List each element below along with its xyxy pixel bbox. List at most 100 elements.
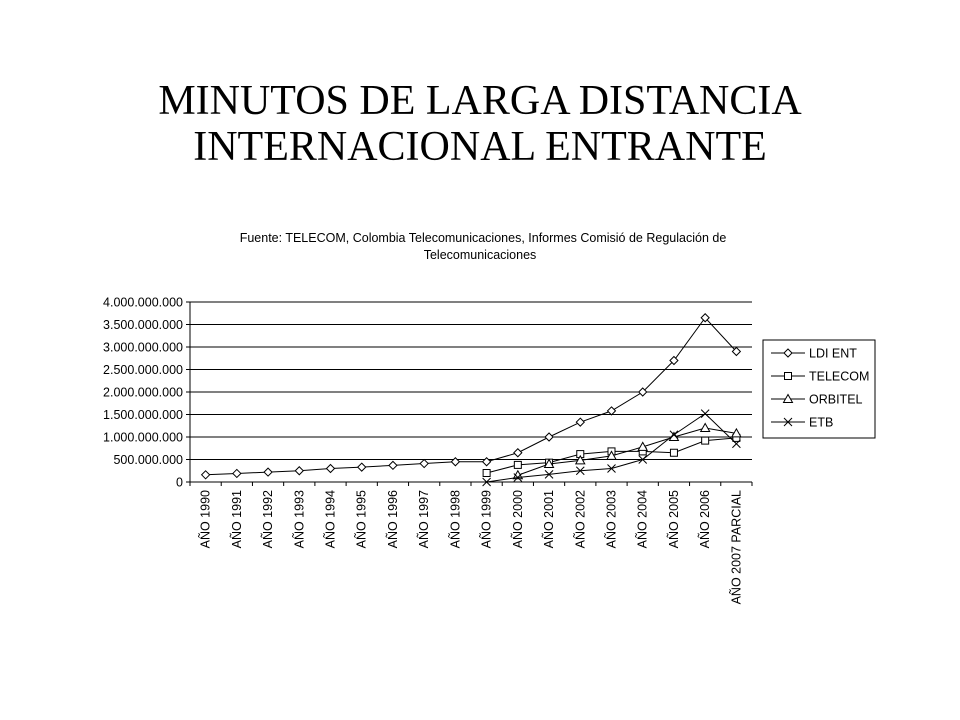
y-tick-label: 500.000.000 [113,453,183,467]
x-tick-label: AÑO 1999 [480,490,494,548]
data-point-stroke [482,477,491,487]
data-point-stroke [575,466,585,476]
data-point [732,439,741,449]
x-tick-label: AÑO 1992 [261,490,275,548]
data-point [450,457,461,467]
data-point-stroke [544,469,554,479]
data-point [263,467,273,477]
data-point [388,460,398,471]
legend: LDI ENT TELECOM ORBITEL ETB [762,339,876,439]
x-tick-label: AÑO 2001 [542,490,556,548]
data-point [700,313,710,323]
x-tick-label: AÑO 1993 [292,490,306,548]
legend-item: TELECOM [771,370,869,384]
series-lines [200,313,742,487]
series-etb [482,409,741,487]
axes: 0 500.000.000 1.000.000.000 1.500.000.000 2.… [103,296,753,604]
data-point [669,355,679,366]
data-point [701,436,710,445]
data-point [606,450,617,460]
x-tick-label: AÑO 2003 [605,490,619,548]
legend-item: ORBITEL [771,393,863,407]
series-line [205,316,737,476]
x-tick-label: AÑO 2007 PARCIAL [729,490,743,604]
x-tick-label: AÑO 2006 [698,490,712,548]
y-tick-label: 3.500.000.000 [103,318,183,332]
data-point [482,469,491,477]
data-point [783,417,793,427]
data-point [607,464,616,473]
data-point [784,372,792,380]
y-tick-label: 1.000.000.000 [103,431,183,445]
data-point [783,348,793,358]
legend-label: ORBITEL [809,393,863,407]
data-point-stroke [669,430,679,440]
y-tick-label: 4.000.000.000 [103,296,183,310]
data-point-stroke [607,464,616,473]
data-point [731,346,742,357]
x-tick-label: AÑO 1997 [417,490,431,548]
legend-label: ETB [809,416,833,430]
gridlines [190,301,752,460]
chart-title-line1: Fuente: TELECOM, Colombia Telecomunicaci… [240,231,727,245]
x-tick-label: AÑO 1991 [230,490,244,548]
y-tick-label: 2.500.000.000 [103,363,183,377]
data-point-stroke [783,417,793,427]
series-orbitel [512,422,742,480]
chart-title-line2: Telecomunicaciones [424,248,537,262]
x-tick-label: AÑO 1995 [355,490,369,548]
data-point [419,458,429,469]
data-point [638,387,648,397]
data-point [200,470,211,480]
slide-title: MINUTOS DE LARGA DISTANCIA INTERNACIONAL… [0,78,960,170]
y-tick-label: 3.000.000.000 [103,341,183,355]
series-ldi-ent [200,313,742,480]
data-point [637,441,649,451]
data-point [575,466,585,476]
data-point-stroke [700,409,710,418]
data-point [669,448,678,457]
data-point [731,427,742,438]
legend-item: LDI ENT [771,347,857,361]
x-tick-label: AÑO 2005 [667,490,681,548]
data-point [544,469,554,479]
data-point [543,458,555,468]
data-point [638,455,648,464]
data-point-stroke [638,455,648,464]
series-line [517,427,737,476]
data-point [513,448,523,458]
data-point [544,432,554,442]
legend-label: LDI ENT [809,347,857,361]
data-point [513,460,522,469]
data-point-stroke [513,473,523,482]
x-tick-label: AÑO 2002 [573,490,587,548]
data-point-stroke [732,439,741,449]
data-point [700,409,710,418]
x-tick-label: AÑO 2000 [511,490,525,548]
data-point [482,477,491,487]
y-tick-label: 0 [176,476,183,490]
data-point [513,473,523,482]
y-tick-label: 2.000.000.000 [103,386,183,400]
legend-item: ETB [771,416,833,430]
x-tick-label: AÑO 2004 [636,490,650,548]
data-point [232,468,242,479]
x-tick-label: AÑO 1990 [199,490,213,548]
x-tick-label: AÑO 1994 [324,490,338,548]
data-point [325,463,336,474]
x-tick-label: AÑO 1998 [448,490,462,548]
data-point [294,466,304,476]
data-point [574,454,586,465]
data-point [606,406,617,416]
y-tick-label: 1.500.000.000 [103,408,183,422]
data-point [575,417,585,427]
data-point [669,430,679,440]
data-point [782,393,794,403]
slide-title-line1: MINUTOS DE LARGA DISTANCIA [158,78,802,124]
data-point [699,422,711,432]
slide-title-line2: INTERNACIONAL ENTRANTE [193,124,767,170]
legend-label: TELECOM [809,370,869,384]
data-point [481,457,492,467]
x-tick-label: AÑO 1996 [386,490,400,548]
